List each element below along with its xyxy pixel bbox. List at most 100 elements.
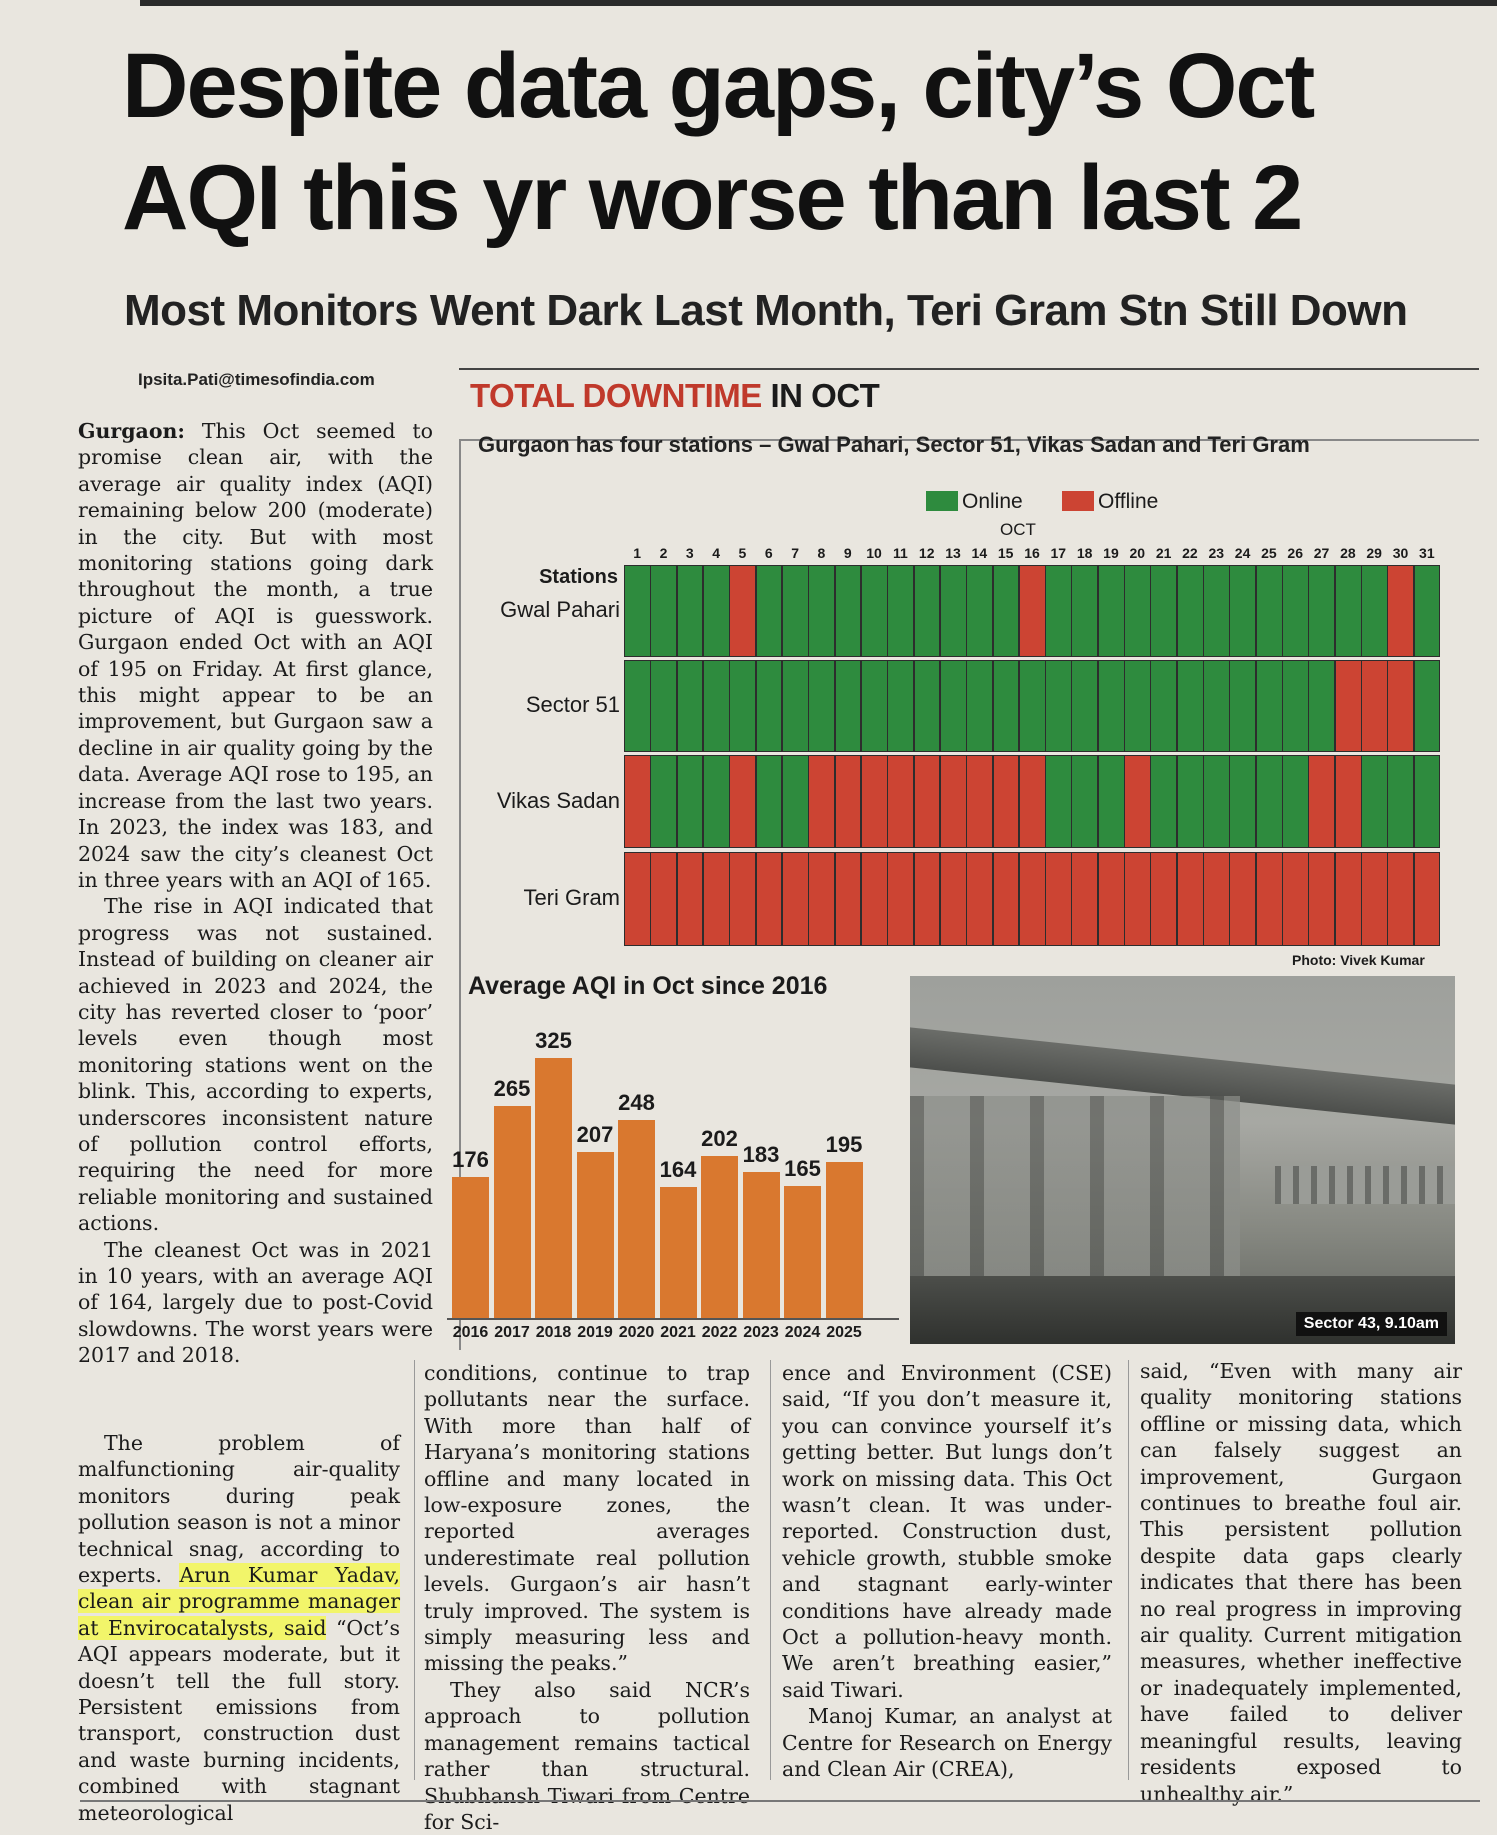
status-cell	[1018, 852, 1046, 946]
year-label: 2023	[743, 1324, 779, 1341]
status-cell	[676, 755, 704, 848]
chart-title: Average AQI in Oct since 2016	[468, 972, 828, 1000]
year-label: 2019	[577, 1324, 613, 1341]
status-cell	[966, 565, 993, 657]
column-divider	[770, 1360, 771, 1780]
status-cell	[1097, 660, 1125, 752]
status-cell	[1255, 852, 1283, 946]
year-label: 2024	[784, 1324, 821, 1341]
photo-pillars	[910, 1096, 1240, 1296]
day-label: 5	[738, 545, 747, 561]
legend-offline-swatch	[1062, 491, 1094, 511]
paragraph-4-text: The problem of malfunctioning air-qualit…	[78, 1431, 400, 1588]
status-cell	[1282, 660, 1309, 752]
day-label: 4	[712, 545, 721, 561]
photo-footbridge	[1275, 1166, 1455, 1204]
status-cell	[1413, 852, 1441, 946]
day-label: 17	[1050, 545, 1067, 561]
status-cell	[1150, 852, 1178, 946]
day-label: 9	[843, 545, 852, 561]
status-cell	[1203, 852, 1230, 946]
status-cell	[834, 565, 862, 657]
chart-baseline	[447, 1318, 899, 1320]
status-cell	[966, 852, 993, 946]
legend-offline: Offline	[1062, 490, 1158, 514]
day-label: 10	[866, 545, 882, 561]
status-cell	[1176, 660, 1204, 752]
day-label: 19	[1103, 545, 1119, 561]
status-cell	[1124, 755, 1151, 848]
day-label: 31	[1419, 545, 1435, 561]
status-cell	[913, 565, 941, 657]
smog-photo: Sector 43, 9.10am	[910, 976, 1455, 1344]
subheadline: Most Monitors Went Dark Last Month, Teri…	[124, 286, 1408, 335]
status-cell	[650, 660, 678, 752]
day-label: 11	[892, 545, 908, 561]
day-label: 1	[633, 545, 642, 561]
status-cell	[1413, 755, 1441, 848]
status-cell	[887, 660, 915, 752]
status-cell	[650, 852, 678, 946]
status-cell	[624, 852, 651, 946]
status-cell	[834, 755, 862, 848]
status-cell	[913, 660, 941, 752]
status-cell	[729, 660, 757, 752]
status-cell	[702, 660, 730, 752]
status-cell	[992, 755, 1020, 848]
day-label: 27	[1313, 545, 1330, 561]
station-label: Gwal Pahari	[500, 597, 620, 622]
stations-note: Gurgaon has four stations – Gwal Pahari,…	[478, 432, 1310, 457]
day-label: 29	[1366, 545, 1382, 561]
day-label: 18	[1076, 545, 1093, 561]
body-column-2: conditions, continue to trap pollutants …	[424, 1360, 750, 1835]
status-cell	[755, 565, 783, 657]
dateline: Gurgaon:	[78, 419, 185, 443]
status-cell	[1097, 755, 1125, 848]
day-label: 6	[764, 545, 773, 561]
status-cell	[1361, 660, 1388, 752]
status-cell	[702, 852, 730, 946]
aqi-bar	[452, 1177, 489, 1318]
day-label: 26	[1287, 545, 1303, 561]
byline: Ipsita.Pati@timesofindia.com	[138, 370, 375, 389]
status-cell	[1071, 852, 1099, 946]
aqi-bar	[493, 1106, 531, 1318]
status-cell	[1334, 755, 1362, 848]
aqi-value-label: 248	[618, 1089, 655, 1115]
status-cell	[624, 660, 651, 752]
status-cell	[808, 660, 836, 752]
status-cell	[781, 852, 809, 946]
status-cell	[1071, 660, 1099, 752]
year-label: 2018	[535, 1324, 572, 1341]
status-cell	[624, 755, 651, 848]
graphic-rule	[459, 439, 1479, 441]
status-cell	[1334, 660, 1362, 752]
status-cell	[1282, 565, 1309, 657]
status-cell	[729, 755, 757, 848]
day-label: 16	[1024, 545, 1040, 561]
station-label: Vikas Sadan	[496, 787, 620, 813]
status-cell	[1124, 660, 1151, 752]
aqi-bar	[535, 1058, 572, 1318]
body-column-1: Gurgaon: This Oct seemed to promise clea…	[78, 418, 433, 1369]
aqi-value-label: 207	[576, 1122, 614, 1148]
status-cell	[702, 565, 730, 657]
top-rule	[140, 0, 1497, 6]
graphic-top-rule	[459, 368, 1479, 370]
status-cell	[1229, 660, 1257, 752]
day-label: 3	[685, 545, 694, 561]
status-cell	[1203, 660, 1230, 752]
status-cell	[1018, 660, 1046, 752]
aqi-bar	[784, 1186, 821, 1318]
col4-paragraph-1: said, “Even with many air quality monito…	[1140, 1359, 1462, 1806]
status-cell	[834, 852, 862, 946]
aqi-bar	[618, 1119, 655, 1318]
status-cell	[1334, 852, 1362, 946]
aqi-value-label: 164	[659, 1156, 697, 1182]
stations-header: Stations	[539, 566, 618, 588]
paragraph-3: The cleanest Oct was in 2021 in 10 years…	[78, 1237, 433, 1368]
status-cell	[676, 660, 704, 752]
status-cell	[676, 565, 704, 657]
graphic-title: TOTAL DOWNTIME IN OCT	[470, 377, 1470, 415]
status-cell	[1071, 565, 1099, 657]
